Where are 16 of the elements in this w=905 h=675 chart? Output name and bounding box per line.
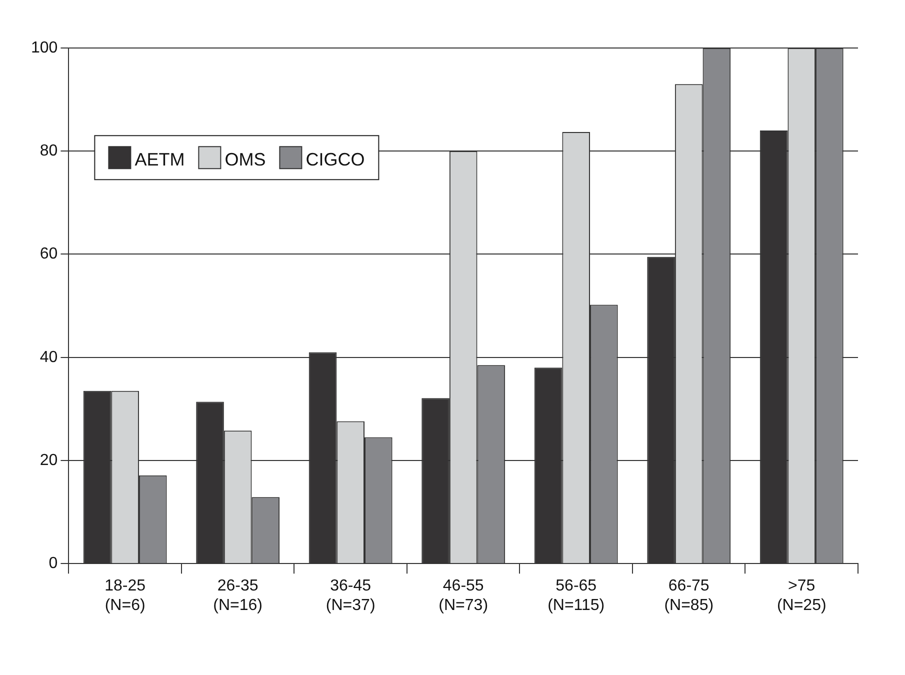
legend-label: OMS bbox=[224, 150, 266, 170]
legend-label: AETM bbox=[134, 150, 185, 170]
y-tick-label: 20 bbox=[40, 452, 58, 469]
x-tick-label: >75 (N=25) bbox=[776, 578, 826, 614]
x-tick-label: 56-65 (N=115) bbox=[548, 578, 605, 614]
y-tick-label: 80 bbox=[40, 142, 58, 160]
y-tick-label: 100 bbox=[30, 39, 58, 56]
y-tick-label: 40 bbox=[40, 348, 58, 366]
x-tick-label: 18-25 (N=6) bbox=[104, 578, 146, 614]
y-tick-label: 0 bbox=[48, 555, 58, 572]
x-tick-label: 66-75 (N=85) bbox=[664, 578, 714, 614]
x-tick-label: 26-35 (N=16) bbox=[213, 578, 263, 614]
y-tick-label: 60 bbox=[40, 246, 58, 263]
x-tick-label: 36-45 (N=37) bbox=[326, 578, 376, 614]
legend-label: CIGCO bbox=[306, 150, 365, 170]
x-tick-label: 46-55 (N=73) bbox=[438, 578, 488, 614]
